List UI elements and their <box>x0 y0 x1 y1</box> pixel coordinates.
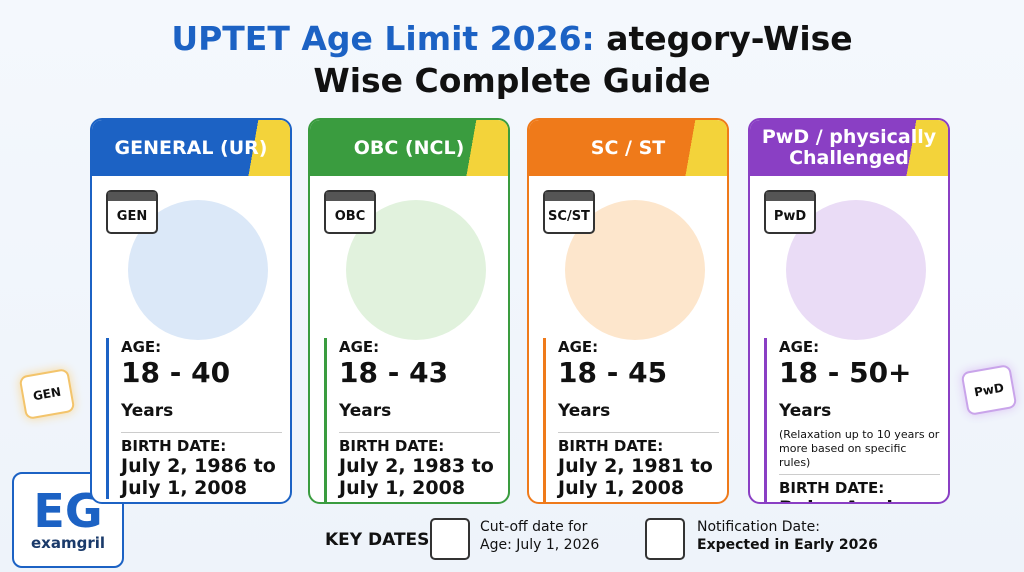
details: AGE: 18 - 45 Years BIRTH DATE: July 2, 1981… <box>543 338 719 504</box>
age-label: AGE: <box>121 338 162 356</box>
side-icon: PwD <box>960 363 1018 417</box>
birth-label: BIRTH DATE: <box>121 437 227 455</box>
card-header: GENERAL (UR) <box>92 120 290 176</box>
side-icon: GEN <box>18 367 76 421</box>
notification-label: Notification Date: <box>697 519 820 535</box>
category-card: OBC (NCL) OBC AGE: 18 - 43 Years BIRTH DATE:… <box>308 118 510 504</box>
birth-date: Rules Apply <box>779 497 940 502</box>
divider <box>121 432 282 433</box>
age-unit: Years <box>779 401 832 421</box>
title: UPTET Age Limit 2026: ategory-Wise Wise … <box>0 18 1024 102</box>
note: 5 year relaxation sent to romore relaxat… <box>558 503 719 504</box>
age-unit: Years <box>121 401 174 421</box>
key-dates-label: KEY DATES: <box>325 530 437 550</box>
card-header: SC / ST <box>529 120 727 176</box>
category-badge: SC/ST <box>543 190 595 234</box>
logo-name: examgril <box>30 534 106 552</box>
age-range: 18 - 40 Years <box>121 356 282 428</box>
title-line2: Wise Complete Guide <box>313 61 711 100</box>
cutoff-date: Cut-off date for Age: July 1, 2026 <box>480 519 600 553</box>
divider <box>779 474 940 475</box>
title-part1: UPTET Age Limit 2026: <box>171 19 595 58</box>
age-value: 18 - 45 <box>558 356 668 389</box>
category-badge: OBC <box>324 190 376 234</box>
age-label: AGE: <box>558 338 599 356</box>
birth-label: BIRTH DATE: <box>779 479 885 497</box>
age-value: 18 - 50+ <box>779 356 912 389</box>
birth-date: July 2, 1986 to July 1, 2008 <box>121 455 276 499</box>
calendar-icon <box>645 518 685 560</box>
age-range: 18 - 50+ Years <box>779 356 940 428</box>
age-unit: Years <box>558 401 611 421</box>
birth-date: July 2, 1981 to July 1, 2008 <box>558 455 713 499</box>
card-header: OBC (NCL) <box>310 120 508 176</box>
category-badge: GEN <box>106 190 158 234</box>
divider <box>558 432 719 433</box>
age-label: AGE: <box>339 338 380 356</box>
note: 3 year relaxation sent to romore relaxat… <box>339 503 500 504</box>
category-card: SC / ST SC/ST AGE: 18 - 45 Years BIRTH DATE:… <box>527 118 729 504</box>
category-card: GENERAL (UR) GEN AGE: 18 - 40 Years BIRTH DA… <box>90 118 292 504</box>
notification-date: Expected in Early 2026 <box>697 537 878 553</box>
birth-date: July 2, 1983 to July 1, 2008 <box>339 455 494 499</box>
divider <box>339 432 500 433</box>
category-badge: PwD <box>764 190 816 234</box>
details: AGE: 18 - 43 Years BIRTH DATE: July 2, 1983… <box>324 338 500 504</box>
card-header: PwD / physically Challenged <box>750 120 948 176</box>
age-note: (Relaxation up to 10 years or more based… <box>779 428 940 469</box>
details: AGE: 18 - 40 Years BIRTH DATE: July 2, 1986… <box>106 338 282 499</box>
age-range: 18 - 45 Years <box>558 356 719 428</box>
details: AGE: 18 - 50+ Years (Relaxation up to 10 y… <box>764 338 940 502</box>
age-unit: Years <box>339 401 392 421</box>
age-label: AGE: <box>779 338 820 356</box>
notification: Notification Date: Expected in Early 202… <box>697 518 878 554</box>
calendar-icon <box>430 518 470 560</box>
age-value: 18 - 43 <box>339 356 449 389</box>
age-range: 18 - 43 Years <box>339 356 500 428</box>
birth-label: BIRTH DATE: <box>558 437 664 455</box>
category-card: PwD / physically Challenged PwD AGE: 18 - 5… <box>748 118 950 504</box>
age-value: 18 - 40 <box>121 356 231 389</box>
birth-label: BIRTH DATE: <box>339 437 445 455</box>
title-part2: ategory-Wise <box>606 19 853 58</box>
